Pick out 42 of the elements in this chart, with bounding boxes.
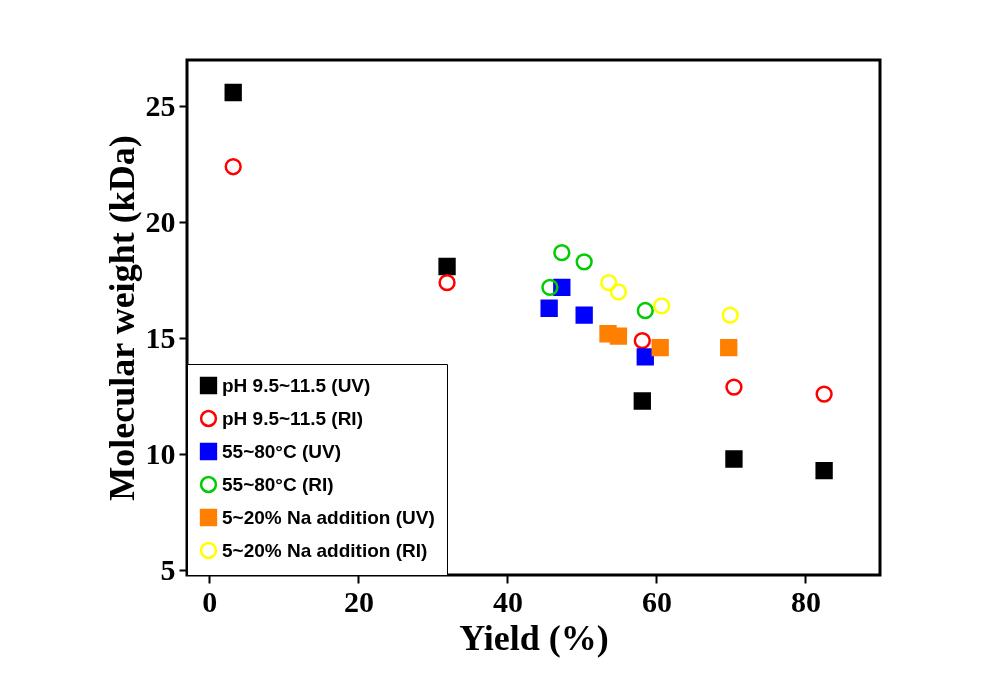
x-tick-label: 40 [492,584,523,618]
x-tick-label: 80 [790,584,821,618]
y-tick-label: 10 [145,436,176,470]
point [721,306,739,324]
point [438,257,456,276]
point [725,450,743,468]
point [553,243,571,262]
legend-label: pH 9.5~11.5 (UV) [222,374,371,396]
point [815,385,833,403]
legend-label: 55~80°C (RI) [222,473,334,495]
x-tick-label: 0 [202,584,218,618]
point [541,278,559,296]
y-tick-label: 5 [160,552,176,586]
legend-label: 55~80°C (UV) [222,440,342,462]
point [609,283,628,301]
point [636,301,654,320]
x-tick-label: 20 [343,584,374,618]
point [815,461,833,480]
legend-label: pH 9.5~11.5 (RI) [222,407,363,429]
point [651,338,669,357]
point [725,378,743,396]
point [720,338,738,357]
point [224,158,242,176]
x-axis-title: Yield (%) [459,617,609,658]
point [636,348,654,366]
point [540,299,558,317]
point [609,327,628,345]
point [575,306,593,324]
point [633,392,651,410]
point [600,274,618,292]
point [633,332,651,350]
y-axis-title: Molecular weight (kDa) [101,135,142,501]
y-tick-label: 15 [145,320,176,354]
legend-label: 5~20% Na addition (RI) [222,539,428,561]
point [653,297,671,315]
x-tick-label: 60 [641,584,672,618]
point [224,83,242,102]
y-tick-label: 20 [145,204,176,238]
point [575,253,593,271]
legend-label: 5~20% Na addition (UV) [222,506,435,528]
point [438,274,456,292]
y-tick-label: 25 [145,88,176,122]
